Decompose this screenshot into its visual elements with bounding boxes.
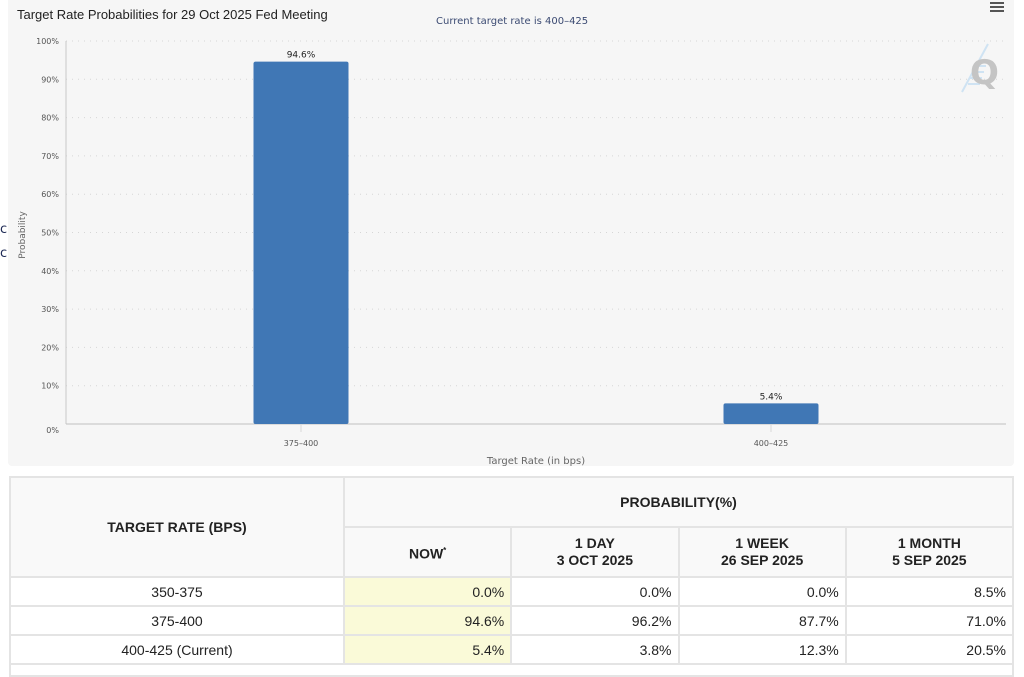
chart-subtitle: Current target rate is 400–425 [436, 16, 589, 27]
one-month-cell: 71.0% [844, 605, 1015, 636]
y-tick-label: 30% [41, 305, 59, 314]
one-month-cell: 8.5% [844, 576, 1015, 607]
table-row: 375-400 94.6% 96.2% 87.7% 71.0% [9, 605, 1015, 636]
column-header-date: 3 OCT 2025 [556, 552, 633, 568]
x-axis-title: Target Rate (in bps) [486, 456, 585, 467]
one-day-cell: 3.8% [510, 634, 680, 665]
y-tick-label: 10% [41, 382, 59, 391]
probability-header: PROBABILITY(%) [343, 476, 1014, 528]
footnote-marker: * [443, 545, 447, 555]
empty-cell [9, 663, 1014, 677]
bar[interactable] [723, 403, 819, 424]
y-tick-label: 90% [41, 75, 59, 84]
rate-cell: 375-400 [9, 605, 345, 636]
probability-table: TARGET RATE (BPS) PROBABILITY(%) NOW* 1 … [9, 476, 1015, 677]
now-cell: 94.6% [342, 605, 513, 636]
column-header-label: 1 DAY [574, 535, 615, 551]
chart-title: Target Rate Probabilities for 29 Oct 202… [17, 7, 328, 22]
y-tick-label: 20% [41, 343, 59, 352]
column-header-1-month: 1 MONTH 5 SEP 2025 [844, 526, 1015, 578]
one-day-cell: 0.0% [510, 576, 680, 607]
column-header-label: 1 WEEK [735, 535, 789, 551]
y-tick-label: 50% [41, 229, 59, 238]
column-header-label: NOW [408, 545, 444, 562]
y-tick-label: 60% [41, 190, 59, 199]
now-cell: 0.0% [342, 576, 513, 607]
y-tick-label: 0% [46, 426, 59, 435]
column-header-date: 26 SEP 2025 [720, 552, 804, 568]
column-header-date: 5 SEP 2025 [892, 552, 967, 568]
table-row: 400-425 (Current) 5.4% 3.8% 12.3% 20.5% [9, 634, 1015, 665]
column-header-1-week: 1 WEEK 26 SEP 2025 [677, 526, 847, 578]
q-watermark-icon: Q [961, 43, 999, 93]
y-axis-title: Probability [18, 211, 28, 259]
one-day-cell: 96.2% [510, 605, 680, 636]
watermark-letter: Q [970, 53, 999, 93]
rate-column-header: TARGET RATE (BPS) [9, 476, 345, 578]
rate-cell: 350-375 [9, 576, 345, 607]
now-cell: 5.4% [342, 634, 513, 665]
x-tick-label: 375–400 [284, 439, 319, 448]
table-row: 350-375 0.0% 0.0% 0.0% 8.5% [9, 576, 1015, 607]
y-tick-label: 40% [41, 267, 59, 276]
one-week-cell: 0.0% [677, 576, 847, 607]
one-week-cell: 87.7% [677, 605, 847, 636]
rate-cell: 400-425 (Current) [9, 634, 345, 665]
column-header-now: NOW* [342, 526, 513, 578]
column-header-label: 1 MONTH [897, 535, 961, 551]
y-tick-labels: 0% 10% 20% 30% 40% 50% 60% 70% 80% 90% 100% [36, 37, 59, 435]
x-tick-label: 400–425 [754, 439, 789, 448]
bars: 94.6% 5.4% [253, 51, 819, 424]
column-header-1-day: 1 DAY 3 OCT 2025 [510, 526, 680, 578]
bar-data-label: 94.6% [287, 51, 316, 61]
y-tick-label: 80% [41, 114, 59, 123]
bar[interactable] [253, 61, 349, 424]
y-tick-label: 100% [36, 37, 59, 46]
bar-data-label: 5.4% [760, 392, 783, 402]
grid-lines [66, 40, 1006, 387]
hamburger-menu-icon[interactable] [990, 0, 1004, 12]
table-row-empty [9, 663, 1014, 677]
x-tick-labels: 375–400 400–425 [284, 424, 789, 448]
bar-chart: 0% 10% 20% 30% 40% 50% 60% 70% 80% 90% 100% 94.6% 5… [36, 37, 1006, 467]
one-month-cell: 20.5% [844, 634, 1015, 665]
one-week-cell: 12.3% [677, 634, 847, 665]
y-tick-label: 70% [41, 152, 59, 161]
